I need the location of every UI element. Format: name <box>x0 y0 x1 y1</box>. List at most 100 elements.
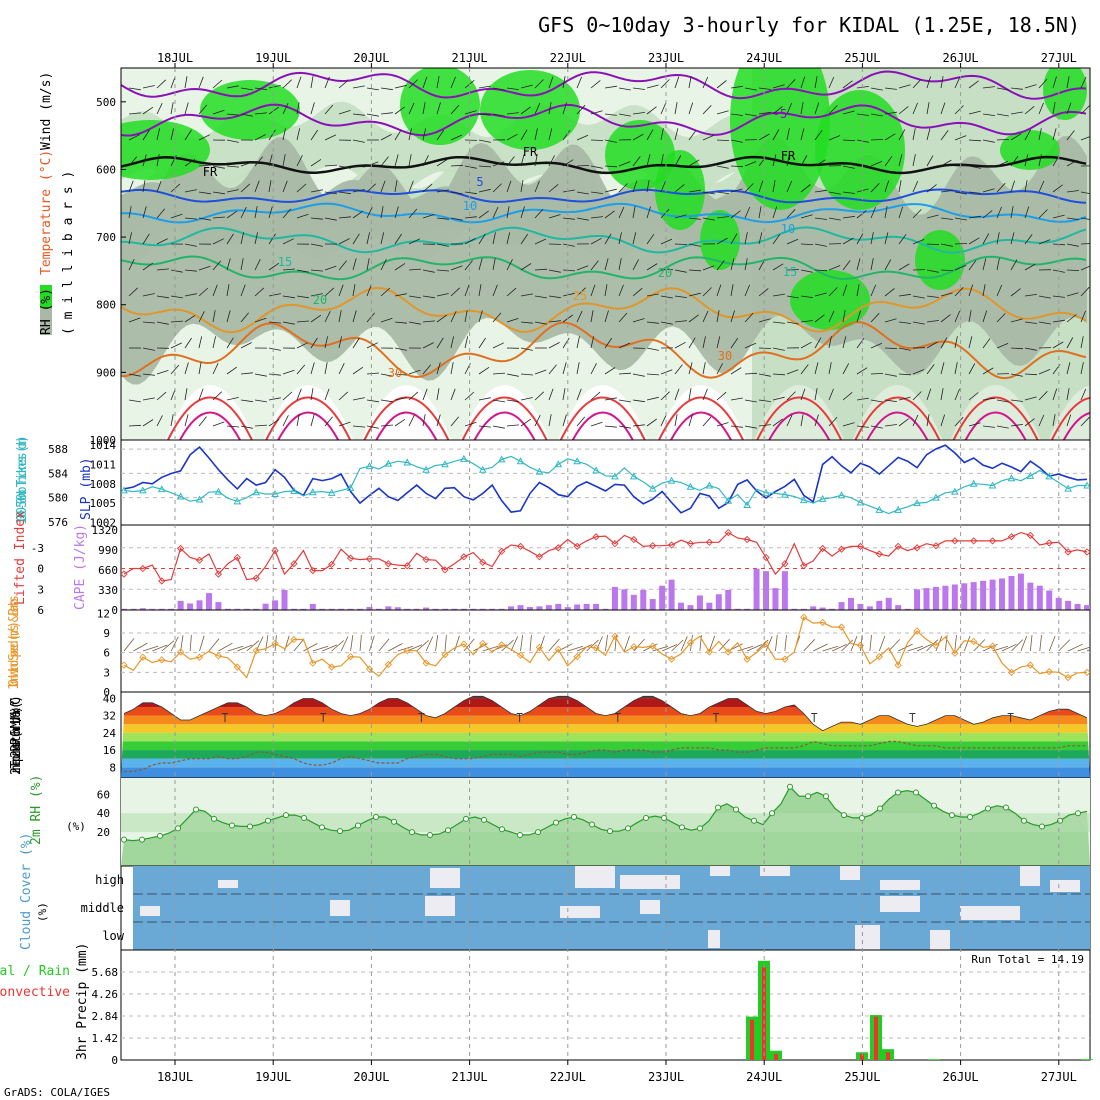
wind-barb <box>1038 78 1048 89</box>
wind-barb <box>268 397 281 401</box>
pressure-tick-label: 700 <box>96 231 116 244</box>
wind-barb <box>435 635 439 652</box>
rh-marker <box>391 818 397 825</box>
wind-barb <box>212 238 224 245</box>
wind-axis-label: Wind (m/s) <box>39 72 54 150</box>
wind-barb <box>506 180 512 193</box>
wind-barb <box>1080 265 1090 271</box>
rh-marker <box>139 836 145 843</box>
wind-barb <box>254 287 265 297</box>
cape-bar <box>772 588 779 610</box>
wind-barb <box>422 342 434 349</box>
wind-barb <box>1080 136 1090 141</box>
wind-barb <box>800 341 812 349</box>
cape-bar <box>470 608 477 610</box>
wind-barb <box>394 263 406 271</box>
wind-barb <box>590 191 603 194</box>
wind-barb <box>1052 76 1057 89</box>
wind-barb <box>576 336 580 349</box>
wind-barb <box>884 288 895 297</box>
cape-tick: 660 <box>98 564 118 577</box>
wind-barb <box>184 189 197 193</box>
li-marker <box>894 542 902 551</box>
contour-label: 20 <box>658 266 672 280</box>
li-marker <box>479 558 487 566</box>
wind-barb <box>576 416 586 427</box>
wind-barb <box>982 210 993 219</box>
cloud-clear-block <box>425 896 455 916</box>
wind-tick: 12 <box>97 607 110 620</box>
wind-barb <box>450 191 463 195</box>
wind-barb <box>226 337 234 349</box>
contour-label: 5 <box>476 175 483 189</box>
li-marker <box>516 542 525 551</box>
wind-barb <box>576 104 586 115</box>
wind-barb <box>226 189 239 193</box>
wind-barb <box>898 180 902 193</box>
thickness-marker <box>837 491 846 499</box>
wind-barb <box>618 113 631 117</box>
wind-barb <box>199 635 205 652</box>
wind-barb <box>268 106 280 115</box>
wind-barb <box>604 113 617 116</box>
thickness-marker <box>157 485 166 493</box>
thickness-marker <box>969 479 978 487</box>
li-marker <box>781 560 789 568</box>
cape-bar <box>1046 590 1053 610</box>
wind-barb <box>128 87 141 91</box>
temp-contour-hot <box>1062 412 1090 440</box>
rh-marker <box>193 806 199 813</box>
wind-barb <box>618 232 622 245</box>
wind-barb <box>282 238 294 245</box>
wind-barb <box>128 112 142 115</box>
wind-barb <box>338 363 345 375</box>
wind-barb <box>226 397 239 401</box>
wind-barb <box>674 388 680 401</box>
wind-barb <box>758 424 771 427</box>
wind-barb <box>212 310 216 323</box>
wind-barb <box>240 207 247 219</box>
wind-barb <box>1010 347 1024 350</box>
li-marker <box>686 540 695 548</box>
wind-barb <box>142 180 146 193</box>
wind-marker <box>1007 668 1016 676</box>
wind-barb <box>814 76 818 89</box>
wind-barb <box>478 310 483 323</box>
wind-barb <box>940 190 953 193</box>
wind-barb <box>576 310 583 323</box>
wind-barb <box>310 159 322 167</box>
wind-barb <box>170 213 183 219</box>
precip-convective-bar <box>750 1019 754 1060</box>
wind-barb <box>478 188 491 193</box>
day-gridlines <box>174 68 1060 1060</box>
wind-barb <box>898 84 911 89</box>
precip-convective-bar <box>886 1052 890 1060</box>
wind-barb <box>758 399 771 402</box>
thickness-marker <box>1007 474 1016 482</box>
wind-barb <box>226 258 231 271</box>
wind-barb <box>170 320 184 323</box>
wind-barb <box>268 85 281 89</box>
wind-barb <box>926 388 932 401</box>
wind-barb <box>800 269 813 273</box>
wind-barb <box>478 85 491 89</box>
rh-marker <box>931 802 937 809</box>
wind-barb <box>1010 424 1023 427</box>
wind-barb <box>1020 635 1028 652</box>
wind-barb <box>618 425 631 429</box>
thickness-marker <box>308 488 317 496</box>
thickness-marker <box>573 457 582 465</box>
wind-barb <box>954 416 964 427</box>
cape-bar <box>753 568 760 610</box>
wind-tick: 6 <box>103 647 110 660</box>
wind-barb <box>1052 414 1056 427</box>
wind-barb <box>744 87 757 91</box>
li-marker <box>158 577 166 585</box>
rh-marker <box>967 814 973 820</box>
li-marker <box>913 544 921 552</box>
wind-barb <box>520 373 534 376</box>
contour-label: FR <box>203 165 218 179</box>
wind-marker <box>894 661 902 669</box>
